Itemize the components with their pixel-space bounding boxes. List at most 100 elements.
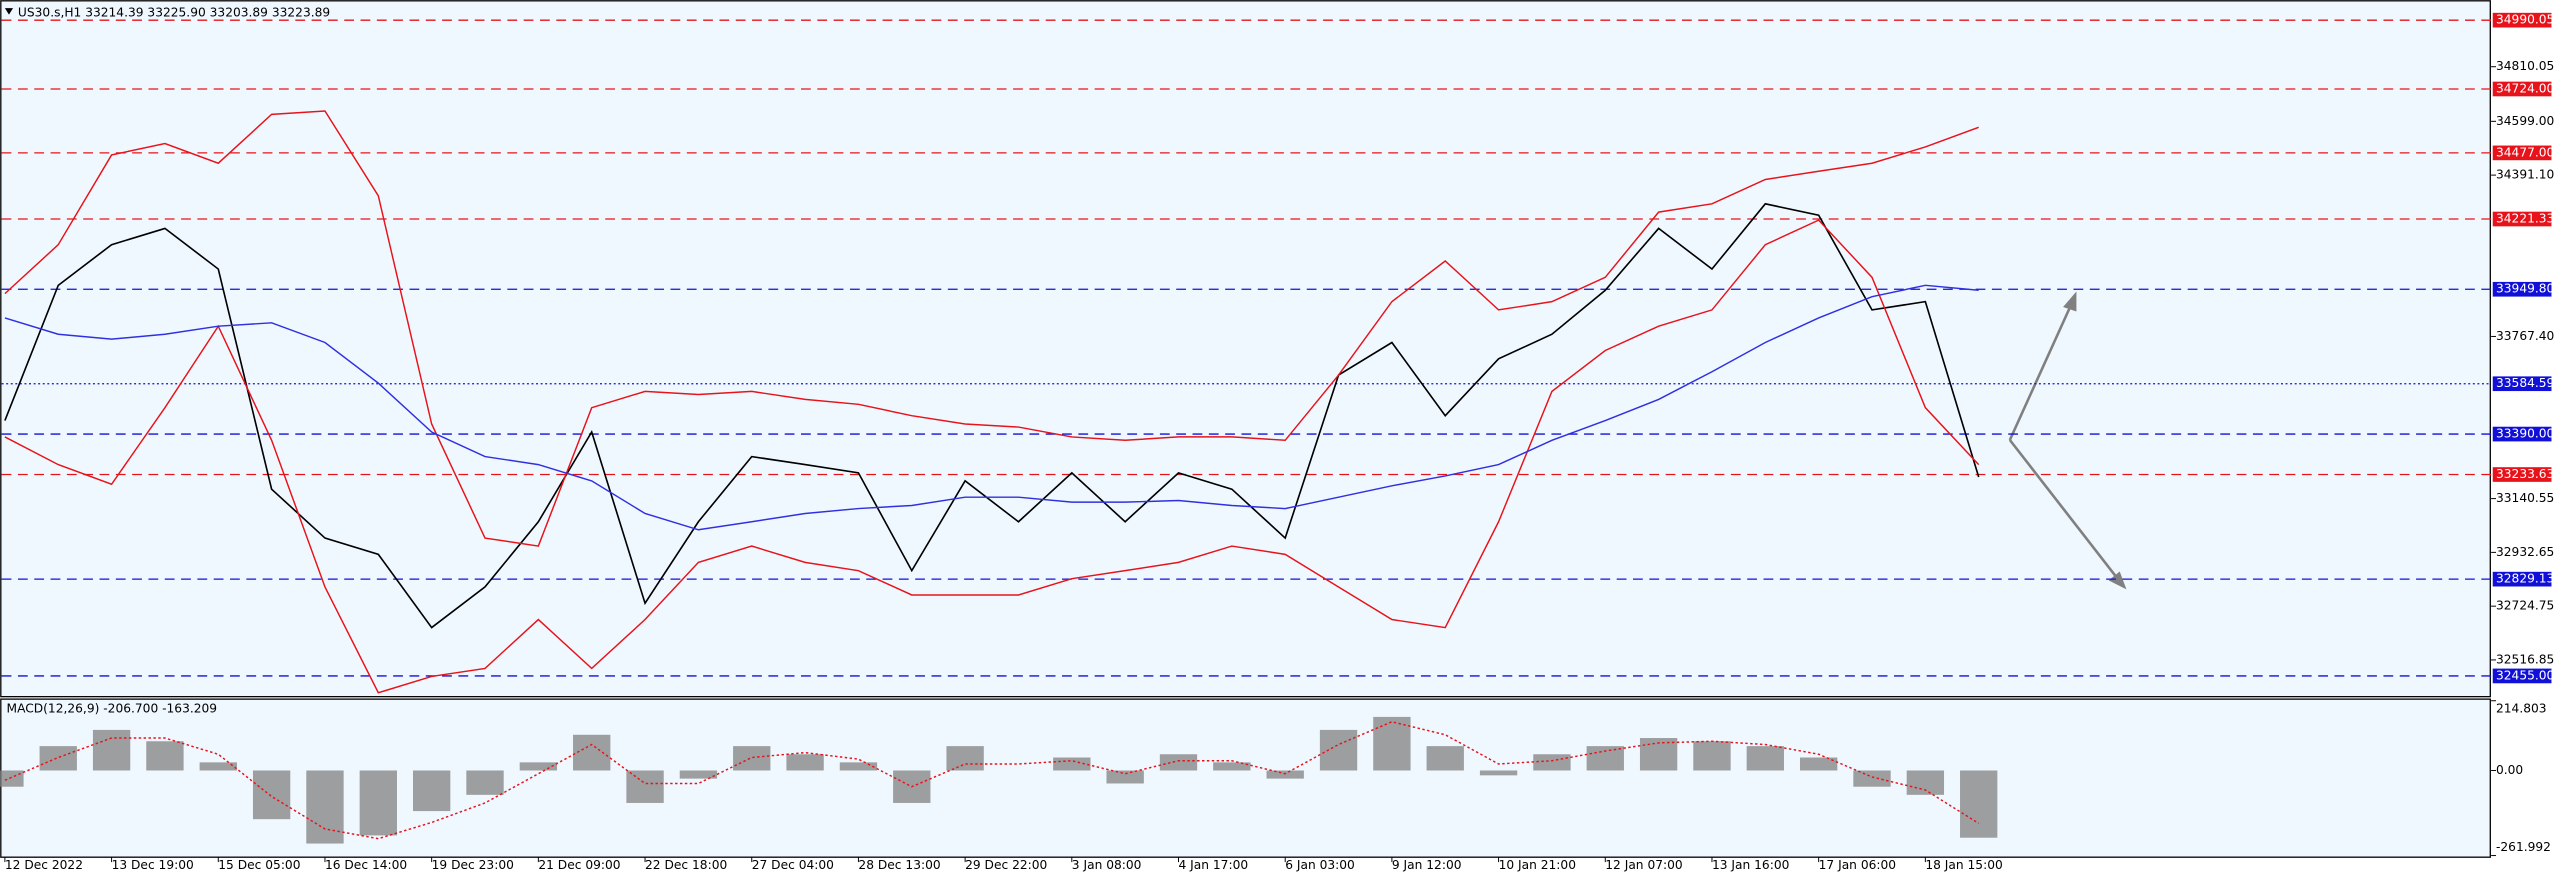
x-tick-label: 13 Dec 19:00 bbox=[112, 858, 194, 872]
level-label-box bbox=[2492, 145, 2552, 161]
macd-bar bbox=[252, 770, 291, 820]
level-label-box bbox=[2492, 81, 2552, 97]
y-tick-label: 214.803 bbox=[2496, 701, 2547, 715]
x-tick-label: 29 Dec 22:00 bbox=[965, 858, 1047, 872]
macd-bar bbox=[626, 770, 664, 803]
y-tick-label: 32516.85 bbox=[2496, 652, 2554, 666]
x-tick-label: 17 Jan 06:00 bbox=[1819, 858, 1896, 872]
x-tick-label: 10 Jan 21:00 bbox=[1499, 858, 1576, 872]
x-tick-label: 15 Dec 05:00 bbox=[218, 858, 300, 872]
arrow-head bbox=[2108, 571, 2127, 590]
macd-bar bbox=[573, 734, 611, 771]
x-tick-label: 18 Jan 15:00 bbox=[1925, 858, 2002, 872]
level-label-box bbox=[2492, 281, 2552, 297]
lower-band bbox=[4, 219, 1980, 694]
chart-title: US30.s,H1 33214.39 33225.90 33203.89 332… bbox=[18, 6, 330, 20]
y-tick-label: 34391.10 bbox=[2496, 168, 2554, 182]
macd-bar bbox=[359, 770, 397, 836]
x-tick-label: 19 Dec 23:00 bbox=[432, 858, 514, 872]
y-tick-label: 33140.55 bbox=[2496, 491, 2554, 505]
level-label-box bbox=[2492, 211, 2552, 227]
x-tick-label: 4 Jan 17:00 bbox=[1179, 858, 1249, 872]
macd-bar bbox=[1799, 757, 1838, 771]
x-tick-label: 16 Dec 14:00 bbox=[325, 858, 407, 872]
y-tick-label: 33767.40 bbox=[2496, 329, 2554, 343]
level-label: 33949.80 bbox=[2496, 282, 2554, 296]
macd-bar bbox=[1906, 770, 1945, 795]
level-label: 34221.33 bbox=[2496, 212, 2554, 226]
y-tick-label: -261.992 bbox=[2496, 840, 2551, 854]
x-tick-label: 3 Jan 08:00 bbox=[1072, 858, 1142, 872]
macd-bar bbox=[519, 762, 558, 771]
level-label-box bbox=[2492, 467, 2552, 482]
x-tick-label: 12 Jan 07:00 bbox=[1605, 858, 1682, 872]
macd-bar bbox=[946, 746, 984, 771]
x-tick-label: 27 Dec 04:00 bbox=[752, 858, 834, 872]
macd-bar bbox=[1106, 770, 1144, 784]
macd-bar bbox=[1853, 770, 1891, 787]
y-tick-label: 34810.05 bbox=[2496, 59, 2554, 73]
macd-bar bbox=[1213, 762, 1251, 771]
y-tick-label: 0.00 bbox=[2496, 763, 2523, 777]
y-tick-label: 34599.00 bbox=[2496, 114, 2554, 128]
macd-bar bbox=[146, 741, 184, 771]
arrow-down bbox=[2008, 439, 2119, 580]
x-tick-label: 21 Dec 09:00 bbox=[538, 858, 620, 872]
macd-bar bbox=[0, 770, 24, 787]
level-label-box bbox=[2492, 12, 2552, 28]
level-label-box bbox=[2492, 571, 2552, 587]
level-label: 34477.00 bbox=[2496, 145, 2554, 159]
level-label: 34990.05 bbox=[2496, 13, 2554, 27]
level-label: 33390.00 bbox=[2496, 427, 2554, 441]
level-label-box bbox=[2492, 426, 2552, 442]
macd-bar bbox=[1746, 746, 1784, 771]
macd-bar bbox=[412, 770, 451, 812]
macd-bar bbox=[839, 762, 878, 771]
x-tick-label: 6 Jan 03:00 bbox=[1285, 858, 1355, 872]
macd-bar bbox=[1319, 729, 1358, 771]
arrow-up bbox=[2008, 302, 2074, 441]
price-line bbox=[4, 202, 1980, 629]
macd-title: MACD(12,26,9) -206.700 -163.209 bbox=[7, 701, 218, 715]
macd-bar bbox=[1053, 757, 1091, 771]
macd-bar bbox=[92, 729, 131, 771]
macd-bar bbox=[1266, 770, 1304, 779]
macd-bar bbox=[466, 770, 504, 795]
macd-bar bbox=[1159, 754, 1198, 771]
level-label: 33233.63 bbox=[2496, 467, 2554, 481]
moving-average bbox=[4, 284, 1979, 531]
macd-bar bbox=[1586, 746, 1624, 771]
level-label: 34724.00 bbox=[2496, 81, 2554, 95]
x-tick-label: 13 Jan 16:00 bbox=[1712, 858, 1789, 872]
x-tick-label: 28 Dec 13:00 bbox=[858, 858, 940, 872]
price-panel bbox=[0, 0, 2491, 698]
macd-bar bbox=[1693, 741, 1731, 771]
y-tick-label: 32724.75 bbox=[2496, 599, 2554, 613]
macd-bar bbox=[1479, 770, 1518, 776]
macd-bar bbox=[1426, 746, 1464, 771]
macd-bar bbox=[199, 762, 237, 771]
x-tick-label: 12 Dec 2022 bbox=[5, 858, 83, 872]
macd-bar bbox=[39, 746, 77, 771]
upper-band bbox=[4, 110, 1979, 547]
macd-bar bbox=[306, 770, 344, 844]
signal-line bbox=[4, 721, 1980, 840]
macd-bar bbox=[1533, 754, 1571, 771]
level-label-box bbox=[2492, 668, 2552, 684]
macd-bar bbox=[679, 770, 718, 779]
level-label: 32455.00 bbox=[2496, 668, 2554, 682]
macd-bar bbox=[786, 754, 824, 771]
x-tick-label: 22 Dec 18:00 bbox=[645, 858, 727, 872]
macd-bar bbox=[1373, 716, 1411, 771]
level-label: 32829.13 bbox=[2496, 572, 2554, 586]
forecast-arrows bbox=[2008, 291, 2127, 590]
x-tick-label: 9 Jan 12:00 bbox=[1392, 858, 1462, 872]
menu-triangle bbox=[4, 8, 14, 15]
arrow-head bbox=[2063, 291, 2077, 312]
macd-bar bbox=[733, 746, 771, 771]
y-tick-label: 32932.65 bbox=[2496, 545, 2554, 559]
macd-bar bbox=[1960, 770, 1998, 838]
level-label: 33584.59 bbox=[2496, 376, 2554, 390]
